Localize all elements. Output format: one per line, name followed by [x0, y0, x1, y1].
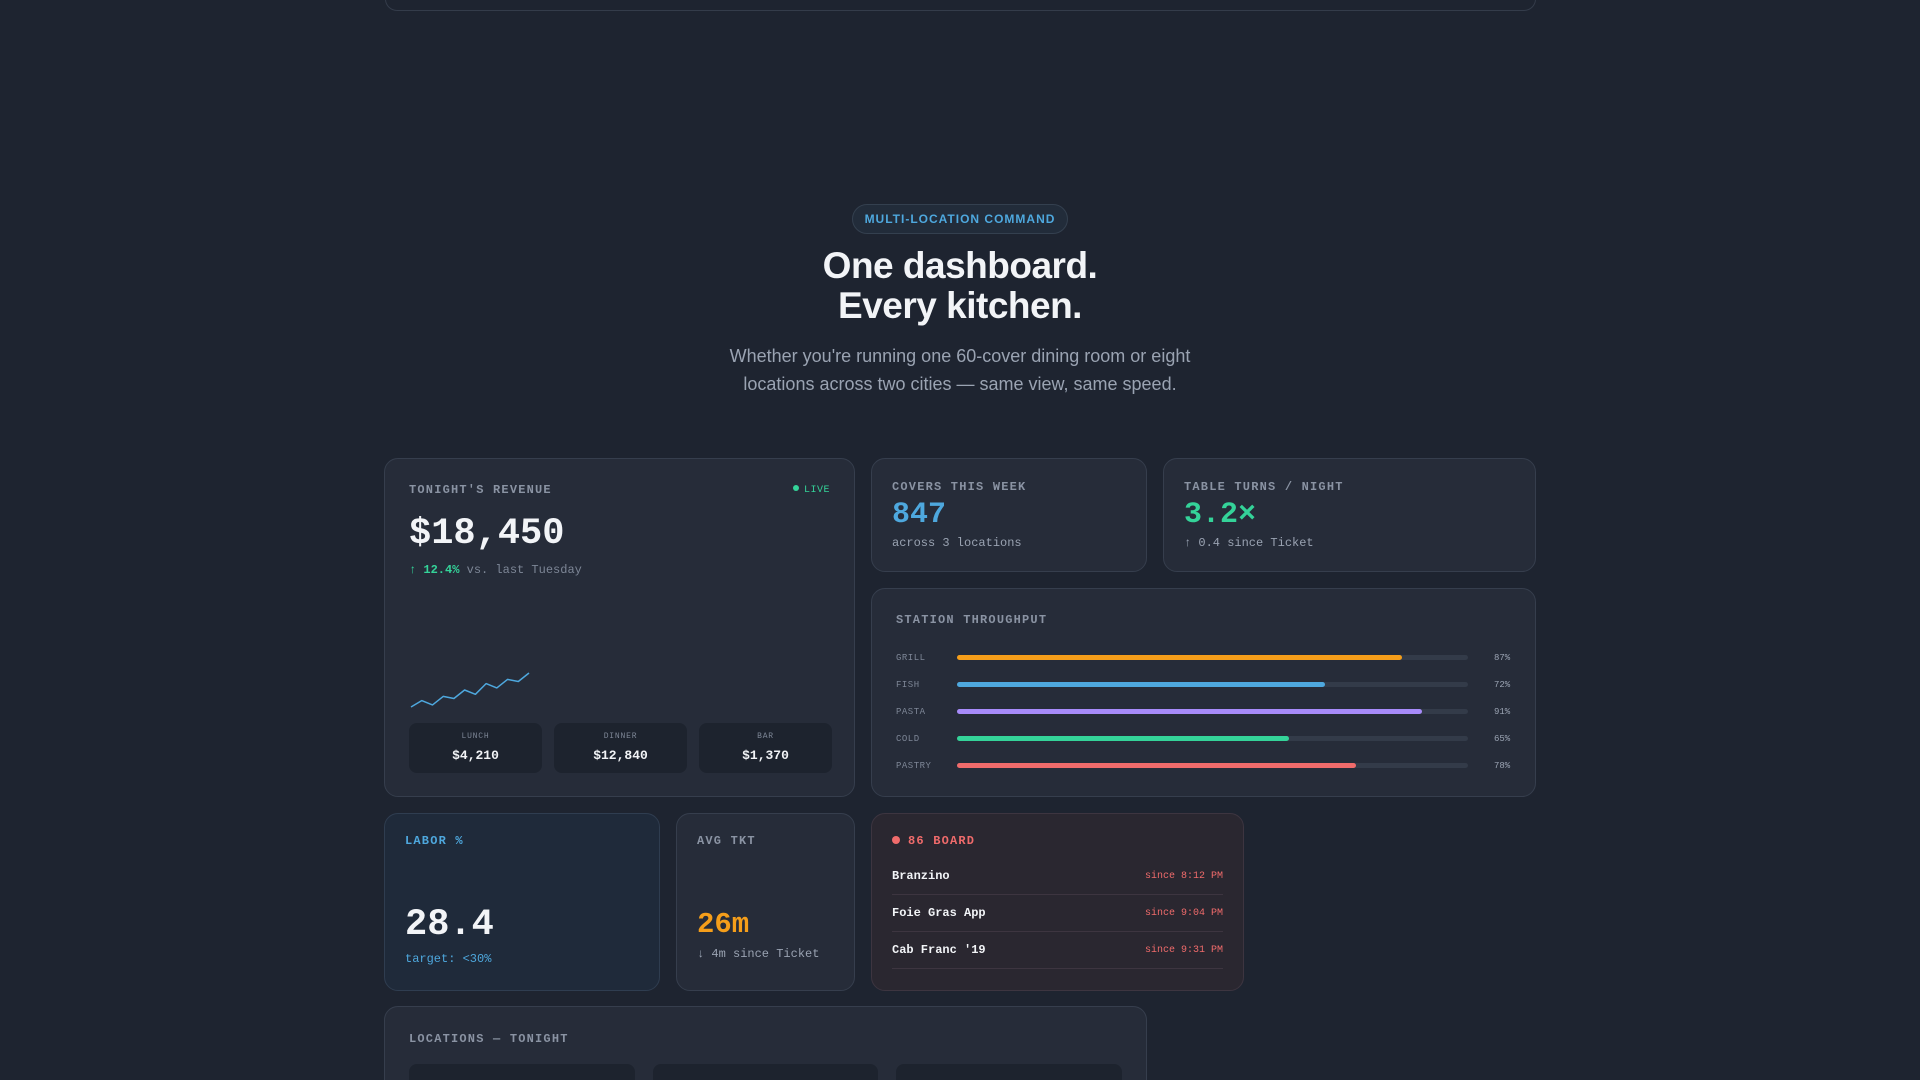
split-label: LUNCH	[461, 732, 490, 741]
labor-value: 28.4	[405, 904, 494, 946]
station-bar-track	[957, 736, 1468, 741]
item-since: since 9:31 PM	[1144, 944, 1223, 956]
delta-arrow: ↑	[409, 563, 417, 577]
station-bar-fill	[957, 763, 1356, 768]
list-item: Branzino since 8:12 PM	[892, 858, 1223, 895]
station-row-pastry: PASTRY 78%	[896, 752, 1511, 779]
split-lunch: LUNCH $4,210	[409, 723, 542, 773]
split-value: $12,840	[593, 748, 648, 763]
station-name: PASTRY	[896, 760, 932, 771]
station-bar-fill	[957, 709, 1422, 714]
station-percent: 65%	[1494, 733, 1511, 744]
turns-label: TABLE TURNS / NIGHT	[1184, 480, 1344, 494]
table-turns-card: TABLE TURNS / NIGHT 3.2× ↑ 0.4 since Tic…	[1163, 458, 1536, 572]
location-tiles	[409, 1064, 1123, 1080]
station-name: COLD	[896, 733, 920, 744]
turns-value: 3.2×	[1184, 498, 1257, 532]
revenue-label: TONIGHT'S REVENUE	[409, 483, 552, 497]
hero-section: MULTI-LOCATION COMMAND One dashboard. Ev…	[0, 204, 1920, 398]
covers-value: 847	[892, 498, 947, 532]
split-value: $4,210	[452, 748, 499, 763]
station-percent: 87%	[1494, 652, 1511, 663]
covers-card: COVERS THIS WEEK 847 across 3 locations	[871, 458, 1147, 572]
turns-sub: ↑ 0.4 since Ticket	[1184, 536, 1314, 550]
item-since: since 8:12 PM	[1144, 870, 1223, 882]
delta-percent: 12.4%	[423, 563, 460, 577]
station-percent: 78%	[1494, 760, 1511, 771]
hero-title-line2: Every kitchen.	[838, 285, 1082, 326]
station-name: PASTA	[896, 706, 926, 717]
revenue-sparkline	[410, 672, 530, 708]
station-row-fish: FISH 72%	[896, 671, 1511, 698]
revenue-card: TONIGHT'S REVENUE LIVE $18,450 ↑ 12.4% v…	[384, 458, 855, 797]
split-value: $1,370	[742, 748, 789, 763]
covers-sub: across 3 locations	[892, 536, 1022, 550]
delta-text: vs. last Tuesday	[466, 563, 582, 577]
86-board-list: Branzino since 8:12 PM Foie Gras App sin…	[892, 858, 1223, 969]
previous-section-frame	[385, 0, 1536, 11]
avg-ticket-sub: ↓ 4m since Ticket	[697, 947, 820, 961]
alert-dot-icon	[892, 836, 900, 844]
hero-title: One dashboard. Every kitchen.	[0, 246, 1920, 326]
locations-label: LOCATIONS — TONIGHT	[409, 1032, 569, 1046]
list-item: Cab Franc '19 since 9:31 PM	[892, 932, 1223, 969]
avg-ticket-label: AVG TKT	[697, 834, 756, 848]
revenue-splits: LUNCH $4,210 DINNER $12,840 BAR $1,370	[409, 723, 832, 773]
split-bar: BAR $1,370	[699, 723, 832, 773]
sparkline-path	[410, 672, 530, 708]
86-board-header: 86 BOARD	[892, 834, 1223, 848]
86-board-label: 86 BOARD	[908, 834, 976, 848]
location-tile[interactable]	[652, 1064, 879, 1080]
covers-label: COVERS THIS WEEK	[892, 480, 1027, 494]
station-name: FISH	[896, 679, 920, 690]
labor-target: target: <30%	[405, 952, 492, 966]
live-dot-icon	[792, 485, 799, 491]
station-bar-track	[957, 709, 1468, 714]
station-bar-track	[957, 682, 1468, 687]
station-bar-fill	[957, 682, 1325, 687]
station-row-pasta: PASTA 91%	[896, 698, 1511, 725]
revenue-delta: ↑ 12.4% vs. last Tuesday	[409, 563, 830, 577]
split-dinner: DINNER $12,840	[554, 723, 687, 773]
item-name: Cab Franc '19	[892, 943, 986, 957]
item-name: Foie Gras App	[892, 906, 986, 920]
station-row-grill: GRILL 87%	[896, 644, 1511, 671]
revenue-value: $18,450	[409, 513, 565, 555]
avg-ticket-value: 26m	[697, 908, 750, 941]
station-percent: 91%	[1494, 706, 1511, 717]
item-name: Branzino	[892, 869, 950, 883]
throughput-rows: GRILL 87% FISH 72% PASTA 91% COLD 65% PA…	[896, 644, 1511, 779]
avg-ticket-card: AVG TKT 26m ↓ 4m since Ticket	[676, 813, 855, 991]
live-label: LIVE	[803, 485, 830, 496]
station-bar-fill	[957, 655, 1402, 660]
split-label: BAR	[757, 732, 774, 741]
item-since: since 9:04 PM	[1144, 907, 1223, 919]
live-indicator: LIVE	[792, 485, 830, 496]
locations-card: LOCATIONS — TONIGHT	[384, 1006, 1147, 1080]
labor-card: LABOR % 28.4 target: <30%	[384, 813, 660, 991]
station-name: GRILL	[896, 652, 926, 663]
station-bar-track	[957, 763, 1468, 768]
86-board-card: 86 BOARD Branzino since 8:12 PM Foie Gra…	[871, 813, 1244, 991]
hero-title-line1: One dashboard.	[822, 245, 1098, 286]
station-throughput-card: STATION THROUGHPUT GRILL 87% FISH 72% PA…	[871, 588, 1536, 797]
location-tile[interactable]	[409, 1064, 635, 1080]
station-percent: 72%	[1494, 679, 1511, 690]
station-bar-track	[957, 655, 1468, 660]
station-row-cold: COLD 65%	[896, 725, 1511, 752]
hero-subtitle: Whether you're running one 60-cover dini…	[729, 346, 1191, 394]
throughput-label: STATION THROUGHPUT	[896, 613, 1048, 627]
list-item: Foie Gras App since 9:04 PM	[892, 895, 1223, 932]
labor-label: LABOR %	[405, 834, 464, 848]
section-badge: MULTI-LOCATION COMMAND	[851, 204, 1069, 234]
station-bar-fill	[957, 736, 1290, 741]
location-tile[interactable]	[896, 1064, 1123, 1080]
split-label: DINNER	[603, 732, 638, 741]
